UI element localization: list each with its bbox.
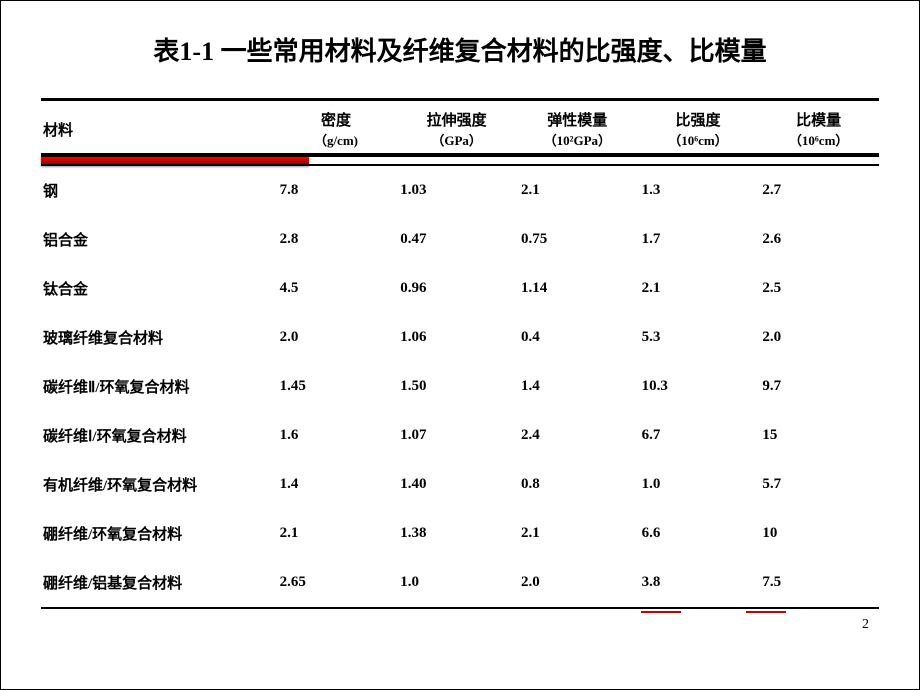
cell-material: 硼纤维/环氧复合材料: [41, 509, 276, 558]
red-bar-line: [309, 156, 879, 166]
cell-spec_modulus: 2.0: [758, 313, 879, 362]
cell-density: 2.0: [276, 313, 397, 362]
table-header-row: 材料 密度 （g/cm) 拉伸强度 （GPa） 弹性模量 （10²GPa） 比强…: [41, 100, 879, 155]
table-row: 钢7.81.032.11.32.7: [41, 166, 879, 215]
cell-elastic: 1.4: [517, 362, 638, 411]
cell-elastic: 1.14: [517, 264, 638, 313]
table-row: 玻璃纤维复合材料2.01.060.45.32.0: [41, 313, 879, 362]
header-label: 比模量: [762, 109, 875, 130]
col-header-elastic: 弹性模量 （10²GPa）: [517, 100, 638, 155]
red-accent-bar: [41, 156, 309, 166]
cell-material: 钢: [41, 166, 276, 215]
cell-tensile: 0.96: [396, 264, 517, 313]
cell-density: 1.4: [276, 460, 397, 509]
cell-spec_strength: 1.7: [638, 215, 759, 264]
header-label: 弹性模量: [521, 109, 634, 130]
header-label: 材料: [43, 123, 73, 139]
table-row: 碳纤维Ⅰ/环氧复合材料1.61.072.46.715: [41, 411, 879, 460]
cell-spec_modulus: 2.5: [758, 264, 879, 313]
table-row: 钛合金4.50.961.142.12.5: [41, 264, 879, 313]
cell-spec_strength: 6.7: [638, 411, 759, 460]
cell-elastic: 2.0: [517, 558, 638, 608]
table-row: 有机纤维/环氧复合材料1.41.400.81.05.7: [41, 460, 879, 509]
col-header-material: 材料: [41, 100, 276, 155]
cell-material: 硼纤维/铝基复合材料: [41, 558, 276, 608]
table-body: 钢7.81.032.11.32.7铝合金2.80.470.751.72.6钛合金…: [41, 166, 879, 608]
cell-spec_modulus: 2.7: [758, 166, 879, 215]
col-header-tensile: 拉伸强度 （GPa）: [396, 100, 517, 155]
cell-elastic: 2.1: [517, 509, 638, 558]
cell-tensile: 1.50: [396, 362, 517, 411]
cell-density: 2.1: [276, 509, 397, 558]
col-header-density: 密度 （g/cm): [276, 100, 397, 155]
cell-material: 碳纤维Ⅱ/环氧复合材料: [41, 362, 276, 411]
cell-density: 7.8: [276, 166, 397, 215]
cell-spec_modulus: 15: [758, 411, 879, 460]
header-label: 拉伸强度: [400, 109, 513, 130]
cell-spec_strength: 5.3: [638, 313, 759, 362]
header-label: 比强度: [642, 109, 755, 130]
cell-tensile: 1.07: [396, 411, 517, 460]
cell-tensile: 1.06: [396, 313, 517, 362]
materials-table: 材料 密度 （g/cm) 拉伸强度 （GPa） 弹性模量 （10²GPa） 比强…: [41, 98, 879, 609]
cell-spec_strength: 1.0: [638, 460, 759, 509]
cell-spec_modulus: 2.6: [758, 215, 879, 264]
header-unit: （10⁶cm）: [762, 130, 875, 149]
cell-material: 钛合金: [41, 264, 276, 313]
cell-spec_modulus: 5.7: [758, 460, 879, 509]
table-row: 碳纤维Ⅱ/环氧复合材料1.451.501.410.39.7: [41, 362, 879, 411]
cell-density: 4.5: [276, 264, 397, 313]
cell-spec_strength: 3.8: [638, 558, 759, 608]
table-row: 铝合金2.80.470.751.72.6: [41, 215, 879, 264]
col-header-spec-modulus: 比模量 （10⁶cm）: [758, 100, 879, 155]
cell-tensile: 1.03: [396, 166, 517, 215]
red-accent-bar-row: [41, 155, 879, 167]
cell-spec_strength: 6.6: [638, 509, 759, 558]
cell-elastic: 2.1: [517, 166, 638, 215]
cell-elastic: 0.75: [517, 215, 638, 264]
header-unit: （GPa）: [400, 130, 513, 149]
header-unit: （g/cm): [280, 130, 393, 149]
slide-container: 表1-1 一些常用材料及纤维复合材料的比强度、比模量 材料 密度 （g/cm) …: [1, 1, 919, 689]
cell-density: 1.6: [276, 411, 397, 460]
page-number: 2: [862, 617, 869, 633]
cell-tensile: 1.40: [396, 460, 517, 509]
cell-spec_modulus: 7.5: [758, 558, 879, 608]
cell-spec_strength: 2.1: [638, 264, 759, 313]
cell-tensile: 0.47: [396, 215, 517, 264]
cell-material: 碳纤维Ⅰ/环氧复合材料: [41, 411, 276, 460]
table-row: 硼纤维/环氧复合材料2.11.382.16.610: [41, 509, 879, 558]
cell-elastic: 0.8: [517, 460, 638, 509]
cell-spec_modulus: 10: [758, 509, 879, 558]
cell-elastic: 2.4: [517, 411, 638, 460]
cell-density: 2.8: [276, 215, 397, 264]
header-label: 密度: [280, 109, 393, 130]
cell-material: 玻璃纤维复合材料: [41, 313, 276, 362]
slide-title: 表1-1 一些常用材料及纤维复合材料的比强度、比模量: [41, 31, 879, 68]
cell-density: 2.65: [276, 558, 397, 608]
cell-tensile: 1.0: [396, 558, 517, 608]
header-unit: （10⁶cm）: [642, 130, 755, 149]
cell-spec_modulus: 9.7: [758, 362, 879, 411]
cell-spec_strength: 10.3: [638, 362, 759, 411]
cell-material: 铝合金: [41, 215, 276, 264]
table-row: 硼纤维/铝基复合材料2.651.02.03.87.5: [41, 558, 879, 608]
cell-spec_strength: 1.3: [638, 166, 759, 215]
cell-tensile: 1.38: [396, 509, 517, 558]
cell-density: 1.45: [276, 362, 397, 411]
cell-material: 有机纤维/环氧复合材料: [41, 460, 276, 509]
col-header-spec-strength: 比强度 （10⁶cm）: [638, 100, 759, 155]
red-underline-2: [746, 611, 786, 613]
header-unit: （10²GPa）: [521, 130, 634, 149]
red-underline-1: [641, 611, 681, 613]
cell-elastic: 0.4: [517, 313, 638, 362]
